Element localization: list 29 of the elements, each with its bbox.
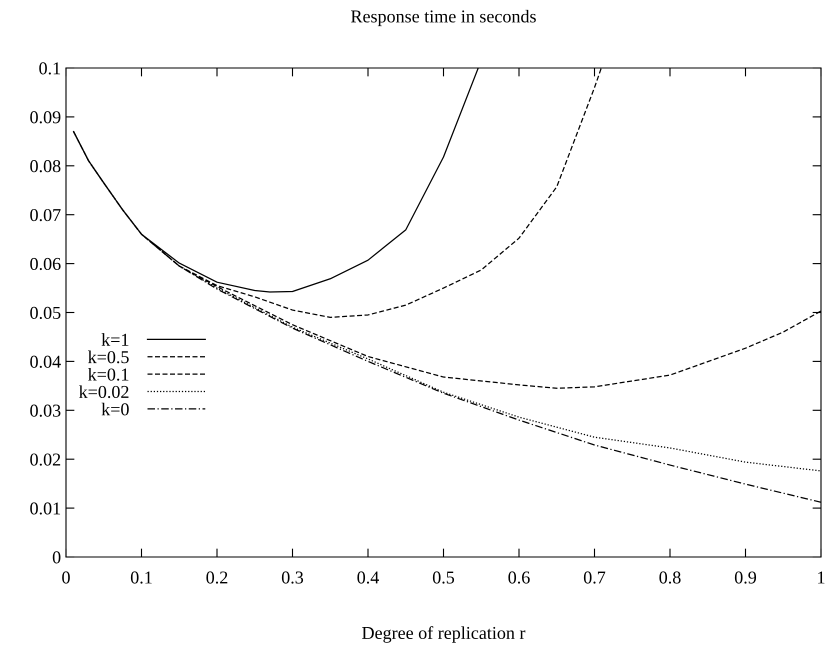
legend-label: k=0.1 bbox=[88, 368, 128, 381]
chart-title: Response time in seconds bbox=[350, 10, 536, 26]
legend-label: k=1 bbox=[102, 333, 128, 346]
y-tick-label: 0.1 bbox=[39, 62, 60, 75]
y-tick-label: 0.08 bbox=[30, 160, 60, 172]
y-tick-label: 0.03 bbox=[30, 404, 60, 417]
x-tick-label: 0 bbox=[62, 571, 70, 584]
x-tick-label: 0.3 bbox=[282, 571, 304, 584]
x-tick-label: 0.6 bbox=[508, 571, 530, 584]
x-tick-label: 0.5 bbox=[432, 571, 454, 584]
x-tick-label: 0.7 bbox=[584, 571, 606, 584]
x-tick-label: 1 bbox=[818, 572, 824, 584]
y-tick-label: 0.05 bbox=[30, 306, 60, 320]
y-tick-label: 0.07 bbox=[30, 208, 61, 222]
legend-label: k=0.02 bbox=[78, 385, 128, 398]
y-tick-label: 0 bbox=[52, 551, 60, 564]
x-tick-label: 0.2 bbox=[206, 571, 228, 584]
x-tick-label: 0.8 bbox=[659, 571, 681, 584]
y-tick-label: 0.02 bbox=[30, 453, 60, 466]
y-tick-label: 0.06 bbox=[30, 258, 61, 270]
y-tick-label: 0.01 bbox=[30, 502, 60, 515]
x-axis-title: Degree of replication r bbox=[362, 626, 526, 643]
legend-label: k=0 bbox=[102, 402, 129, 416]
y-tick-label: 0.04 bbox=[30, 356, 61, 368]
y-tick-label: 0.09 bbox=[30, 111, 60, 124]
x-tick-label: 0.1 bbox=[130, 571, 152, 584]
legend-label: k=0.5 bbox=[88, 350, 129, 364]
x-tick-label: 0.4 bbox=[357, 571, 380, 584]
x-tick-label: 0.9 bbox=[734, 571, 756, 584]
